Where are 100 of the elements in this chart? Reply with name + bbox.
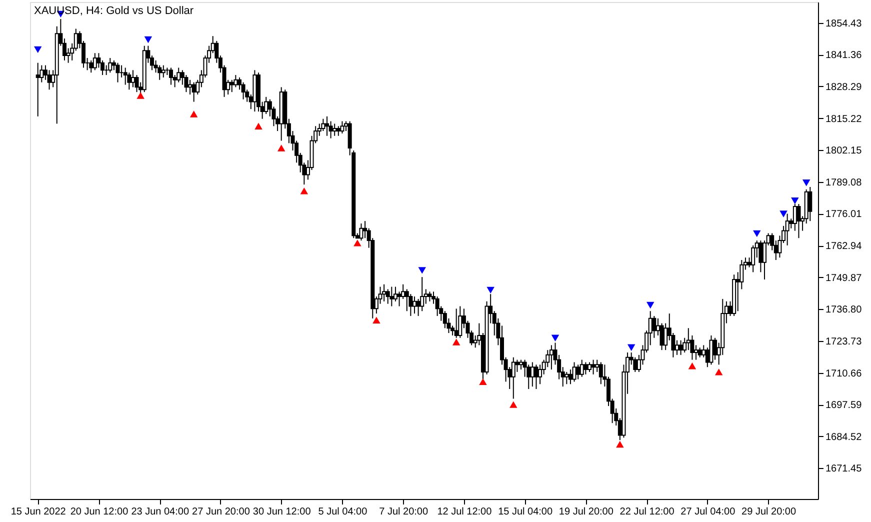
chart-title: XAUUSD, H4: Gold vs US Dollar bbox=[34, 5, 194, 17]
candlestick bbox=[412, 296, 416, 314]
point bbox=[802, 179, 810, 186]
point bbox=[372, 316, 380, 324]
candlestick bbox=[420, 276, 424, 312]
point bbox=[479, 378, 487, 386]
x-tick-label: 22 Jul 12:00 bbox=[620, 506, 675, 518]
point bbox=[190, 110, 198, 118]
point bbox=[551, 334, 560, 342]
point bbox=[616, 440, 624, 448]
candlestick bbox=[454, 308, 458, 338]
y-tick-label: 1762.94 bbox=[826, 241, 862, 252]
candlestick bbox=[549, 344, 554, 370]
candlestick bbox=[538, 364, 542, 385]
candlestick bbox=[652, 315, 656, 338]
point bbox=[300, 188, 308, 194]
candlestick bbox=[660, 322, 664, 351]
candlestick bbox=[404, 288, 409, 312]
point bbox=[354, 240, 362, 246]
candlestick bbox=[328, 120, 333, 139]
candlestick bbox=[332, 123, 337, 136]
y-tick-label: 1828.29 bbox=[826, 82, 862, 93]
y-tick-label: 1723.73 bbox=[826, 336, 862, 348]
y-tick-label: 1697.59 bbox=[826, 400, 862, 412]
candlestick bbox=[572, 362, 576, 382]
candlestick bbox=[176, 67, 181, 83]
point bbox=[136, 92, 144, 99]
point bbox=[780, 210, 788, 218]
candlestick bbox=[123, 67, 128, 86]
x-tick-label: 29 Jul 20:00 bbox=[742, 506, 796, 518]
candlestick bbox=[386, 288, 390, 304]
candlestick bbox=[393, 286, 398, 302]
point bbox=[418, 267, 426, 274]
y-tick-label: 1776.01 bbox=[826, 209, 862, 220]
y-tick-label: 1802.15 bbox=[826, 146, 862, 157]
y-tick-label: 1671.45 bbox=[826, 464, 862, 475]
candlestick bbox=[161, 64, 166, 78]
candlestick bbox=[591, 359, 596, 375]
candlestick bbox=[576, 364, 580, 380]
y-tick-label: 1815.22 bbox=[826, 114, 862, 125]
point bbox=[144, 36, 152, 44]
candlestick bbox=[382, 284, 386, 302]
x-tick-label: 15 Jun 2022 bbox=[10, 506, 66, 518]
x-tick-label: 23 Jun 04:00 bbox=[131, 506, 190, 518]
candlestick bbox=[158, 64, 162, 80]
candlestick bbox=[230, 79, 234, 93]
x-tick-label: 20 Jun 12:00 bbox=[70, 506, 129, 518]
candlestick bbox=[580, 359, 584, 378]
point bbox=[452, 338, 460, 346]
candlestick bbox=[713, 337, 718, 360]
candlestick bbox=[808, 186, 812, 222]
y-tick-label: 1736.80 bbox=[826, 304, 862, 316]
point bbox=[34, 46, 42, 54]
point bbox=[688, 362, 696, 370]
candlestick bbox=[340, 120, 344, 134]
y-tick-label: 1684.52 bbox=[826, 432, 862, 443]
candlestick bbox=[598, 362, 603, 385]
candlestick bbox=[108, 57, 112, 74]
x-tick-label: 19 Jul 20:00 bbox=[558, 506, 614, 518]
candlestick bbox=[709, 334, 714, 366]
candlestick bbox=[336, 126, 340, 136]
y-tick-label: 1841.36 bbox=[826, 50, 862, 62]
x-tick-label: 5 Jul 04:00 bbox=[318, 506, 368, 518]
candlestick bbox=[796, 204, 801, 239]
x-tick-label: 15 Jul 04:00 bbox=[498, 506, 553, 518]
x-tick-label: 27 Jul 04:00 bbox=[680, 506, 736, 518]
candlestick bbox=[633, 356, 638, 372]
candlestick bbox=[698, 347, 702, 358]
candlestick bbox=[428, 291, 432, 302]
point bbox=[646, 302, 654, 309]
candlestick bbox=[584, 362, 588, 375]
y-tick-label: 1749.87 bbox=[826, 272, 862, 284]
candlestick bbox=[564, 371, 569, 385]
candlestick bbox=[678, 340, 683, 356]
x-tick-label: 27 Jun 20:00 bbox=[192, 506, 250, 518]
x-tick-label: 12 Jul 12:00 bbox=[437, 506, 492, 518]
candlestick bbox=[519, 359, 524, 370]
candlestick bbox=[324, 116, 329, 136]
y-tick-label: 1854.43 bbox=[826, 18, 862, 30]
candlestick bbox=[36, 62, 40, 117]
point bbox=[791, 197, 799, 204]
x-tick-label: 30 Jun 12:00 bbox=[252, 506, 312, 518]
candlestick bbox=[241, 82, 246, 100]
point bbox=[254, 122, 262, 130]
candlestick bbox=[534, 364, 538, 390]
point bbox=[627, 344, 636, 351]
candlestick bbox=[526, 364, 531, 390]
candlestick bbox=[758, 240, 763, 273]
point bbox=[510, 401, 518, 408]
candlestick bbox=[751, 244, 756, 273]
candlestick bbox=[169, 67, 174, 86]
candlestick bbox=[188, 79, 192, 95]
candlestick bbox=[92, 52, 97, 71]
candlestick bbox=[359, 222, 364, 242]
candlestick bbox=[530, 362, 534, 388]
candlestick bbox=[397, 291, 402, 307]
candlestick bbox=[511, 356, 516, 400]
candlestick bbox=[234, 74, 238, 88]
y-tick-label: 1710.66 bbox=[826, 368, 862, 380]
point bbox=[714, 368, 723, 376]
